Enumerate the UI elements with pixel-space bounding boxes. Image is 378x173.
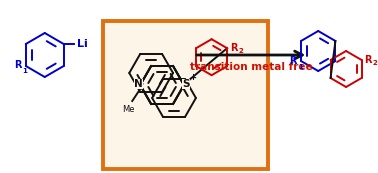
Text: R: R — [14, 60, 22, 70]
Text: 2: 2 — [372, 60, 377, 66]
Text: 1: 1 — [298, 64, 303, 70]
Text: R: R — [290, 56, 297, 66]
Text: S: S — [182, 79, 190, 89]
Text: N: N — [134, 79, 143, 89]
Text: 1: 1 — [22, 68, 27, 74]
Text: 2: 2 — [238, 48, 243, 54]
Text: R: R — [364, 55, 372, 65]
Text: +: + — [189, 72, 197, 81]
Text: Me: Me — [122, 105, 135, 114]
Text: transition metal free: transition metal free — [190, 62, 313, 72]
Text: Li: Li — [77, 39, 87, 49]
FancyBboxPatch shape — [104, 21, 268, 169]
Text: R: R — [230, 43, 238, 53]
